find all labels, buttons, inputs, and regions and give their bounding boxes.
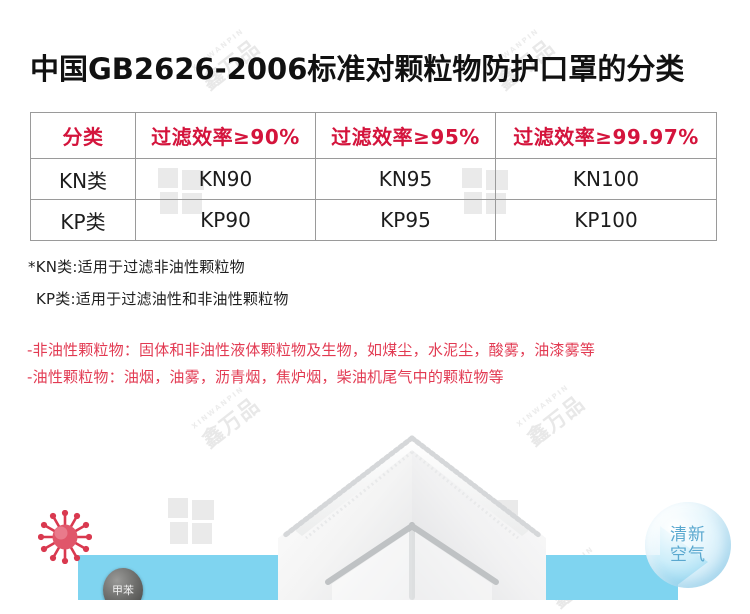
note-kp-class: KP类:适用于过滤油性和非油性颗粒物: [36, 290, 289, 308]
mask-illustration: 甲苯 清新 空气: [0, 398, 750, 600]
cell-kp100: KP100: [495, 199, 717, 241]
fresh-air-label: 清新 空气: [670, 525, 706, 565]
fresh-air-line-2: 空气: [670, 545, 706, 565]
toluene-particle-badge: 甲苯: [103, 568, 143, 600]
cell-kp90: KP90: [135, 199, 316, 241]
classification-table: 分类 过滤效率≥90% 过滤效率≥95% 过滤效率≥99.97% KN类 KN9…: [30, 112, 717, 241]
toluene-label: 甲苯: [112, 584, 134, 597]
note-kn-class: *KN类:适用于过滤非油性颗粒物: [28, 258, 245, 276]
cell-kn95: KN95: [315, 158, 496, 200]
fresh-air-bubble: 清新 空气: [645, 502, 731, 588]
note-oil-particles: -油性颗粒物：油烟，油雾，沥青烟，焦炉烟，柴油机尾气中的颗粒物等: [27, 368, 504, 386]
table-row: KN类 KN90 KN95 KN100: [30, 158, 717, 200]
virus-icon: [38, 510, 92, 564]
cell-category-kp: KP类: [30, 199, 136, 241]
column-header-filter-9997: 过滤效率≥99.97%: [495, 112, 717, 159]
cell-kp95: KP95: [315, 199, 496, 241]
note-non-oil-particles: -非油性颗粒物：固体和非油性液体颗粒物及生物，如煤尘，水泥尘，酸雾，油漆雾等: [27, 341, 596, 359]
column-header-filter-90: 过滤效率≥90%: [135, 112, 316, 159]
page-title: 中国GB2626-2006标准对颗粒物防护口罩的分类: [30, 52, 685, 86]
cell-kn90: KN90: [135, 158, 316, 200]
cell-category-kn: KN类: [30, 158, 136, 200]
column-header-filter-95: 过滤效率≥95%: [315, 112, 496, 159]
cell-kn100: KN100: [495, 158, 717, 200]
table-header-row: 分类 过滤效率≥90% 过滤效率≥95% 过滤效率≥99.97%: [30, 112, 717, 159]
table-row: KP类 KP90 KP95 KP100: [30, 199, 717, 241]
respirator-mask-image: [278, 435, 546, 600]
fresh-air-line-1: 清新: [670, 525, 706, 545]
column-header-category: 分类: [30, 112, 136, 159]
